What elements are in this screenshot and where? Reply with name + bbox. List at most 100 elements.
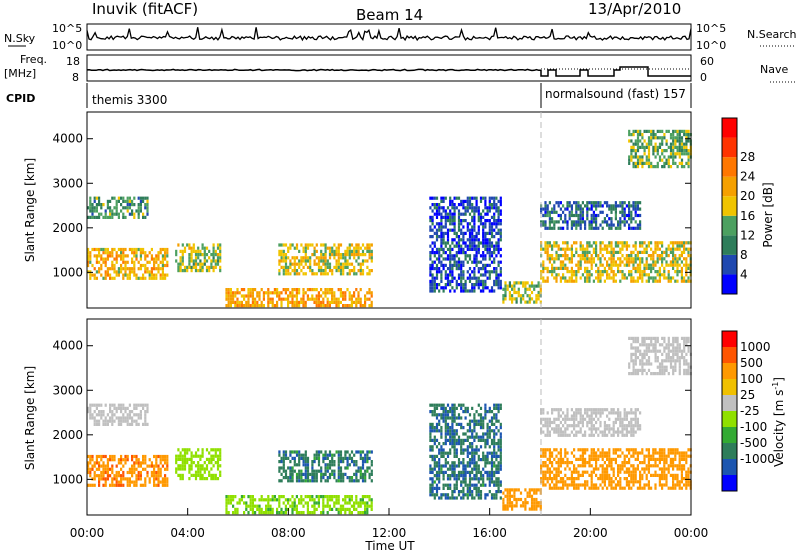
echo-cell-5 [438, 283, 441, 287]
echo-cell-7 [566, 266, 569, 270]
echo-cell-3 [280, 495, 283, 499]
echo-cell-4 [333, 460, 336, 464]
echo-cell-8 [548, 217, 551, 221]
echo-cell-7 [634, 477, 637, 481]
echo-cell-5 [440, 403, 443, 407]
echo-cell-4 [287, 246, 290, 250]
echo-cell-5 [429, 267, 432, 271]
echo-cell-0 [120, 474, 123, 478]
echo-cell-5 [451, 422, 454, 426]
echo-cell-5 [482, 225, 485, 229]
echo-cell-5 [457, 228, 461, 232]
echo-cell-4 [287, 479, 290, 483]
echo-cell-5 [488, 410, 491, 414]
echo-cell-1 [100, 410, 103, 414]
echo-cell-0 [159, 458, 162, 462]
echo-cell-4 [339, 272, 343, 276]
echo-cell-5 [488, 461, 491, 465]
echo-cell-5 [482, 251, 485, 255]
echo-cell-5 [435, 257, 439, 261]
echo-cell-3 [229, 304, 232, 308]
echo-cell-9 [680, 158, 684, 162]
echo-cell-5 [468, 231, 472, 235]
echo-cell-0 [131, 480, 134, 484]
echo-cell-2 [192, 454, 195, 458]
echo-cell-8 [603, 217, 606, 221]
echo-cell-5 [435, 276, 439, 280]
echo-cell-7 [575, 467, 578, 471]
echo-cell-7 [685, 257, 688, 261]
echo-cell-7 [603, 470, 606, 474]
echo-cell-7 [555, 477, 558, 481]
echo-cell-2 [190, 457, 193, 461]
echo-cell-8 [608, 217, 611, 221]
echo-cell-5 [490, 470, 494, 474]
echo-cell-0 [153, 477, 156, 481]
echo-cell-7 [579, 483, 582, 487]
echo-cell-7 [645, 467, 648, 471]
echo-cell-5 [484, 203, 487, 207]
echo-cell-7 [612, 260, 615, 264]
echo-cell-7 [608, 454, 611, 458]
echo-cell-0 [161, 263, 164, 268]
echo-cell-5 [455, 429, 458, 433]
echo-cell-7 [579, 276, 582, 280]
echo-cell-7 [564, 448, 567, 452]
echo-cell-2 [201, 451, 204, 455]
echo-cell-5 [460, 267, 463, 271]
echo-cell-9 [672, 158, 675, 162]
echo-cell-5 [468, 458, 472, 462]
echo-cell-3 [256, 304, 259, 308]
echo-cell-9 [636, 155, 640, 159]
echo-cell-4 [298, 259, 301, 263]
echo-cell-5 [433, 244, 436, 248]
echo-cell-8 [623, 213, 626, 218]
echo-cell-7 [590, 451, 593, 455]
echo-cell-5 [499, 461, 502, 465]
echo-cell-8 [592, 217, 595, 221]
cpid-segment-1: themis 3300 [92, 93, 167, 107]
echo-cell-5 [473, 429, 476, 433]
echo-cell-8 [606, 213, 609, 218]
echo-cell-7 [685, 266, 688, 270]
echo-cell-7 [665, 254, 668, 258]
echo-cell-5 [473, 458, 476, 462]
echo-cell-7 [584, 448, 587, 452]
echo-cell-1 [91, 215, 94, 219]
echo-cell-3 [232, 294, 235, 298]
echo-cell-5 [462, 270, 465, 274]
echo-cell-4 [353, 253, 356, 257]
echo-cell-3 [227, 294, 230, 298]
echo-cell-4 [304, 453, 307, 457]
echo-cell-8 [636, 223, 639, 227]
echo-cell-4 [306, 243, 310, 247]
echo-cell-7 [542, 461, 545, 465]
echo-cell-1 [115, 212, 118, 216]
echo-cell-1 [109, 403, 112, 407]
echo-cell-2 [188, 464, 191, 468]
echo-cell-4 [313, 469, 316, 473]
echo-cell-5 [449, 209, 452, 213]
echo-cell-3 [225, 294, 228, 298]
echo-cell-5 [468, 464, 472, 468]
echo-cell-5 [429, 225, 432, 229]
echo-cell-0 [102, 483, 105, 487]
echo-cell-5 [488, 257, 491, 261]
echo-cell-5 [490, 474, 494, 478]
echo-cell-5 [460, 438, 463, 442]
echo-cell-0 [155, 267, 158, 271]
echo-cell-0 [164, 467, 167, 471]
echo-cell-4 [282, 265, 285, 269]
echo-cell-2 [201, 269, 204, 273]
echo-cell-5 [462, 247, 465, 251]
echo-cell-0 [133, 267, 136, 271]
echo-cell-7 [619, 257, 622, 261]
echo-cell-1 [87, 410, 90, 414]
echo-cell-7 [608, 263, 611, 267]
echo-cell-9 [639, 129, 642, 133]
echo-cell-5 [482, 451, 485, 455]
echo-cell-3 [322, 511, 325, 515]
echo-cell-7 [628, 260, 631, 264]
echo-cell-5 [495, 403, 498, 407]
echo-cell-0 [120, 251, 123, 255]
